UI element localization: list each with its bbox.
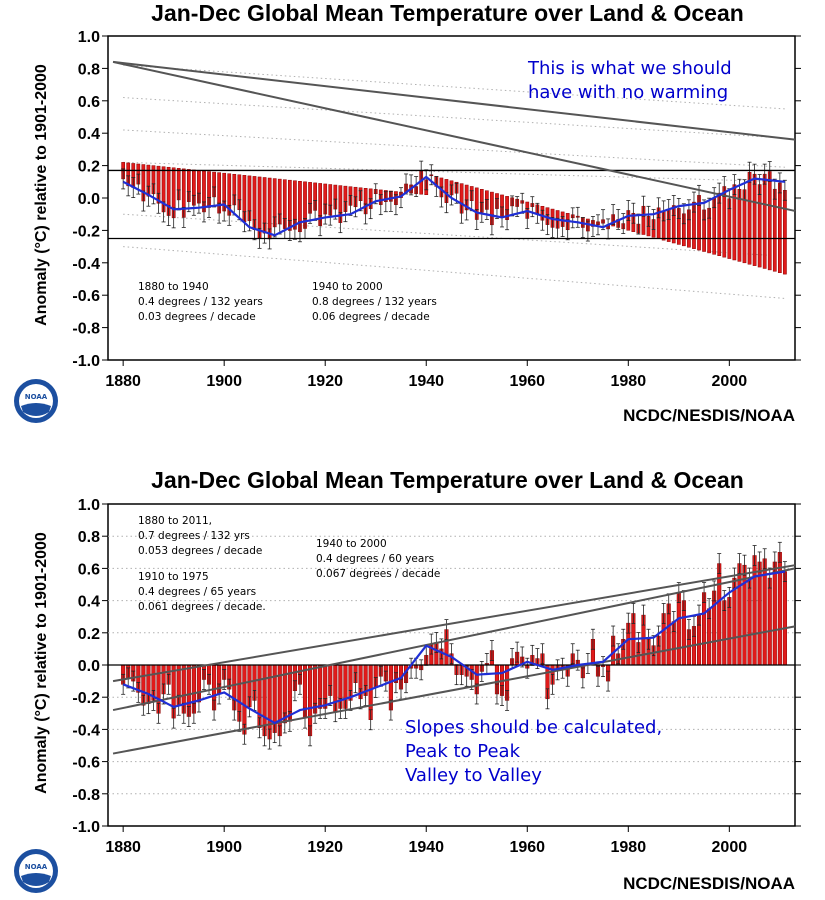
x-tick-label: 1900	[206, 373, 242, 390]
annotation-text: 0.03 degrees / decade	[138, 311, 256, 323]
x-tick-label: 1940	[408, 373, 444, 390]
x-tick-label: 1960	[509, 839, 545, 856]
bar	[777, 552, 782, 666]
chart-plot-bottom: 1.0 0.8 0.6 0.4 0.2 0.0 -0.2 -0.4 -0.6 -0.8 -1.0 18…	[72, 497, 801, 856]
x-tick-label: 2000	[712, 373, 748, 390]
x-tick-label: 1920	[307, 839, 343, 856]
source-credit: NCDC/NESDIS/NOAA	[623, 874, 795, 893]
bar	[702, 592, 707, 666]
source-credit: NCDC/NESDIS/NOAA	[623, 406, 795, 425]
trend-line	[112, 564, 796, 683]
y-tick-label: -0.8	[72, 787, 100, 804]
x-tick-label: 1940	[408, 839, 444, 856]
y-tick-label: -0.6	[72, 755, 100, 772]
bar	[777, 182, 782, 273]
blue-annotation-text: This is what we should	[527, 58, 732, 79]
bar	[772, 188, 777, 272]
y-tick-label: 0.0	[78, 191, 100, 208]
bar	[308, 664, 313, 737]
x-tick-label: 1880	[105, 373, 141, 390]
x-tick-label: 1900	[206, 839, 242, 856]
annotation-text: 1910 to 1975	[138, 571, 209, 583]
bar	[752, 173, 757, 266]
annotation-text: 1940 to 2000	[312, 281, 383, 293]
x-tick-label: 1960	[509, 373, 545, 390]
y-tick-label: -0.4	[72, 722, 100, 739]
annotation-text: 1880 to 1940	[138, 281, 209, 293]
y-tick-label: 0.8	[78, 61, 100, 78]
y-tick-label: 1.0	[78, 29, 100, 46]
bar	[767, 171, 772, 271]
bar	[732, 184, 737, 261]
bar	[783, 190, 787, 275]
annotation-text: 0.7 degrees / 132 yrs	[138, 530, 250, 542]
bar	[267, 664, 272, 740]
annotation-text: 1880 to 2011,	[138, 515, 212, 527]
trend-line	[112, 625, 796, 755]
svg-text:NOAA: NOAA	[25, 393, 48, 401]
y-tick-label: -1.0	[72, 819, 100, 836]
bar	[712, 590, 717, 666]
y-tick-label: 0.4	[78, 594, 100, 611]
y-tick-label: -0.4	[72, 256, 100, 273]
bar	[747, 577, 752, 666]
y-tick-label: -0.8	[72, 321, 100, 338]
y-tick-label: -0.2	[72, 223, 100, 240]
x-tick-label: 1980	[611, 839, 647, 856]
x-tick-label: 1920	[307, 373, 343, 390]
blue-annotation-text: Peak to Peak	[405, 741, 521, 762]
chart-plot-top: 1.0 0.8 0.6 0.4 0.2 0.0 -0.2 -0.4 -0.6 -0.8 -1.0 18…	[72, 29, 801, 390]
annotation-text: 0.4 degrees / 60 years	[316, 553, 434, 565]
x-tick-label: 2000	[712, 839, 748, 856]
annotation-text: 0.4 degrees / 132 years	[138, 296, 263, 308]
noaa-logo-icon: NOAA	[13, 848, 59, 894]
x-tick-label: 1980	[611, 373, 647, 390]
smoothed-series-line	[122, 570, 786, 725]
bar	[762, 173, 767, 269]
annotation-text: 0.4 degrees / 65 years	[138, 586, 256, 598]
chart-panel-bottom: Jan-Dec Global Mean Temperature over Lan…	[0, 450, 825, 900]
y-tick-label: 0.6	[78, 94, 100, 111]
y-tick-label: -0.2	[72, 690, 100, 707]
bar	[737, 189, 742, 262]
chart-title: Jan-Dec Global Mean Temperature over Lan…	[151, 467, 744, 493]
bar	[722, 186, 727, 258]
blue-annotation-text: Slopes should be calculated,	[405, 717, 662, 738]
bar	[782, 571, 787, 666]
annotation-text: 0.8 degrees / 132 years	[312, 296, 437, 308]
trend-line	[112, 60, 796, 212]
noaa-logo-icon: NOAA	[13, 378, 59, 424]
bar	[757, 561, 762, 666]
bar	[747, 171, 752, 265]
blue-annotation-text: have with no warming	[528, 82, 728, 103]
smoothed-series-line	[122, 175, 786, 237]
annotation-text: 0.06 degrees / decade	[312, 311, 430, 323]
y-tick-label: 0.2	[78, 626, 100, 643]
y-tick-label: -1.0	[72, 353, 100, 370]
bar	[757, 184, 762, 268]
blue-annotation-text: Valley to Valley	[405, 765, 542, 786]
y-tick-label: 0.2	[78, 159, 100, 176]
chart-title: Jan-Dec Global Mean Temperature over Lan…	[151, 0, 744, 26]
annotation-text: 0.067 degrees / decade	[316, 568, 440, 580]
trend-line	[112, 60, 796, 141]
annotation-text: 1940 to 2000	[316, 538, 387, 550]
y-tick-label: 0.4	[78, 126, 100, 143]
y-tick-label: 0.8	[78, 529, 100, 546]
bar	[772, 561, 777, 666]
trend-line	[112, 567, 796, 712]
y-tick-label: 1.0	[78, 497, 100, 514]
svg-text:NOAA: NOAA	[25, 863, 48, 871]
annotation-text: 0.061 degrees / decade.	[138, 601, 266, 613]
bar	[676, 592, 681, 666]
y-tick-label: 0.0	[78, 658, 100, 675]
chart-panel-top: Jan-Dec Global Mean Temperature over Lan…	[13, 0, 801, 425]
x-tick-label: 1880	[105, 839, 141, 856]
bar	[767, 577, 772, 666]
y-tick-label: 0.6	[78, 561, 100, 578]
y-tick-label: -0.6	[72, 288, 100, 305]
annotation-text: 0.053 degrees / decade	[138, 545, 262, 557]
